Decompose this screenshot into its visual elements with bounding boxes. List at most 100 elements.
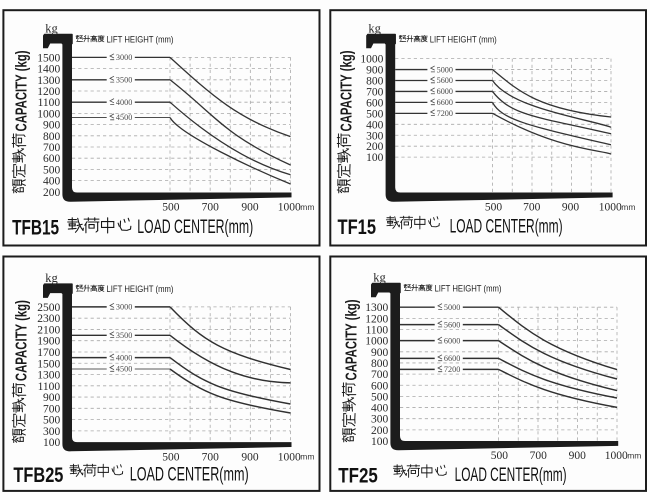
svg-text:CAPACITY (kg): CAPACITY (kg) [14, 51, 31, 132]
svg-text:1000: 1000 [360, 54, 383, 66]
svg-text:900: 900 [241, 202, 259, 214]
svg-text:2300: 2300 [37, 313, 60, 325]
svg-text:6600: 6600 [437, 98, 453, 107]
svg-text:900: 900 [366, 65, 384, 77]
svg-text:1000: 1000 [278, 202, 301, 214]
svg-text:1100: 1100 [366, 325, 389, 337]
svg-text:800: 800 [43, 131, 61, 143]
svg-text:CAPACITY (kg): CAPACITY (kg) [344, 300, 361, 381]
svg-text:LOAD CENTER(mm): LOAD CENTER(mm) [450, 217, 563, 238]
svg-text:TFB25: TFB25 [13, 463, 63, 487]
svg-text:500: 500 [43, 415, 61, 427]
svg-text:kg: kg [368, 22, 381, 36]
svg-text:5600: 5600 [444, 320, 460, 329]
svg-text:600: 600 [43, 153, 61, 165]
svg-text:500: 500 [162, 451, 180, 463]
svg-text:900: 900 [569, 450, 587, 462]
svg-text:7200: 7200 [437, 109, 453, 118]
svg-text:LIFT HEIGHT (mm): LIFT HEIGHT (mm) [107, 284, 174, 294]
svg-text:1300: 1300 [37, 370, 60, 382]
svg-text:800: 800 [366, 76, 384, 88]
svg-text:300: 300 [366, 130, 384, 142]
svg-text:100: 100 [371, 436, 389, 448]
svg-text:1900: 1900 [37, 336, 60, 348]
svg-text:2500: 2500 [37, 302, 60, 314]
svg-text:TFB15: TFB15 [12, 216, 59, 240]
svg-text:1000: 1000 [37, 108, 60, 120]
svg-text:800: 800 [371, 358, 389, 370]
svg-text:1200: 1200 [37, 86, 60, 98]
svg-text:900: 900 [43, 120, 61, 132]
svg-text:2100: 2100 [37, 324, 60, 336]
svg-text:CAPACITY (kg): CAPACITY (kg) [339, 51, 356, 132]
svg-text:1300: 1300 [37, 75, 60, 87]
svg-text:500: 500 [485, 202, 503, 214]
svg-text:200: 200 [366, 141, 384, 153]
svg-text:500: 500 [491, 450, 509, 462]
svg-text:LIFT HEIGHT (mm): LIFT HEIGHT (mm) [430, 34, 497, 44]
svg-text:400: 400 [43, 176, 61, 188]
svg-text:LOAD CENTER(mm): LOAD CENTER(mm) [455, 465, 567, 486]
svg-text:6000: 6000 [437, 87, 453, 96]
svg-text:1000: 1000 [599, 202, 622, 214]
svg-text:1000: 1000 [605, 450, 628, 462]
svg-text:6000: 6000 [444, 336, 460, 345]
svg-text:1400: 1400 [37, 64, 60, 76]
svg-text:LOAD CENTER(mm): LOAD CENTER(mm) [130, 465, 249, 486]
svg-text:mm: mm [300, 202, 314, 212]
svg-text:700: 700 [202, 451, 220, 463]
svg-text:700: 700 [43, 142, 61, 154]
svg-text:1100: 1100 [38, 381, 61, 393]
svg-text:6600: 6600 [444, 354, 460, 363]
svg-text:4500: 4500 [116, 365, 132, 374]
svg-text:LOAD CENTER(mm): LOAD CENTER(mm) [137, 217, 253, 238]
svg-text:1100: 1100 [38, 97, 61, 109]
svg-text:mm: mm [300, 452, 314, 462]
svg-text:300: 300 [371, 414, 389, 426]
svg-text:3500: 3500 [116, 331, 132, 340]
svg-text:1500: 1500 [37, 52, 60, 64]
svg-text:1700: 1700 [37, 347, 60, 359]
svg-text:700: 700 [43, 403, 61, 415]
svg-text:LIFT HEIGHT (mm): LIFT HEIGHT (mm) [435, 283, 502, 293]
svg-text:3500: 3500 [116, 76, 132, 85]
svg-text:900: 900 [241, 451, 259, 463]
svg-text:5000: 5000 [437, 65, 453, 74]
svg-text:4500: 4500 [116, 113, 132, 122]
svg-text:600: 600 [366, 97, 384, 109]
svg-text:700: 700 [530, 450, 548, 462]
svg-text:4000: 4000 [116, 353, 132, 362]
svg-text:CAPACITY (kg): CAPACITY (kg) [14, 300, 31, 381]
svg-text:1000: 1000 [365, 336, 388, 348]
svg-text:900: 900 [562, 202, 580, 214]
svg-text:mm: mm [627, 451, 641, 461]
svg-text:100: 100 [43, 437, 61, 449]
svg-text:200: 200 [371, 425, 389, 437]
svg-text:700: 700 [202, 202, 220, 214]
svg-text:kg: kg [45, 271, 58, 285]
svg-text:300: 300 [43, 426, 61, 438]
svg-text:kg: kg [373, 271, 386, 285]
svg-text:600: 600 [371, 380, 389, 392]
svg-text:1300: 1300 [365, 302, 388, 314]
svg-text:700: 700 [366, 86, 384, 98]
svg-text:400: 400 [371, 403, 389, 415]
svg-text:1000: 1000 [278, 451, 301, 463]
svg-text:3000: 3000 [116, 303, 132, 312]
svg-text:900: 900 [371, 347, 389, 359]
svg-text:500: 500 [371, 391, 389, 403]
svg-text:LIFT HEIGHT (mm): LIFT HEIGHT (mm) [107, 34, 174, 44]
svg-text:kg: kg [45, 22, 58, 36]
svg-text:500: 500 [43, 164, 61, 176]
svg-text:TF25: TF25 [338, 464, 378, 488]
svg-text:900: 900 [43, 392, 61, 404]
svg-text:400: 400 [366, 119, 384, 131]
svg-text:mm: mm [621, 202, 635, 212]
svg-text:5000: 5000 [444, 303, 460, 312]
svg-text:700: 700 [523, 202, 541, 214]
svg-text:TF15: TF15 [338, 215, 377, 239]
svg-text:700: 700 [371, 369, 389, 381]
svg-text:5600: 5600 [437, 76, 453, 85]
svg-text:200: 200 [43, 187, 61, 199]
svg-text:4000: 4000 [116, 98, 132, 107]
